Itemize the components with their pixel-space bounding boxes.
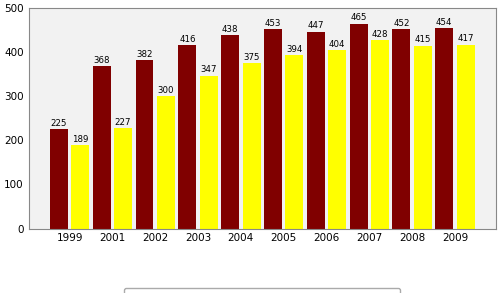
Bar [242, 63, 260, 229]
Bar [72, 145, 90, 229]
Text: 368: 368 [94, 56, 110, 65]
Bar [350, 24, 368, 229]
Text: 417: 417 [458, 34, 474, 43]
Legend: Llicenga de Instalagão, Llicenga de Operagão: Llicenga de Instalagão, Llicenga de Oper… [124, 288, 400, 293]
Text: 447: 447 [308, 21, 324, 30]
Bar [114, 129, 132, 229]
Text: 394: 394 [286, 45, 302, 54]
Bar [414, 46, 432, 229]
Bar [264, 29, 282, 229]
Bar [456, 45, 474, 229]
Bar [392, 29, 410, 229]
Text: 347: 347 [200, 65, 217, 74]
Text: 300: 300 [158, 86, 174, 95]
Bar [221, 35, 239, 229]
Text: 382: 382 [136, 50, 153, 59]
Bar [435, 28, 453, 229]
Text: 454: 454 [436, 18, 452, 27]
Bar [50, 130, 68, 229]
Text: 416: 416 [179, 35, 196, 44]
Text: 452: 452 [393, 19, 409, 28]
Bar [328, 50, 346, 229]
Bar [178, 45, 196, 229]
Bar [200, 76, 218, 229]
Bar [92, 66, 110, 229]
Text: 404: 404 [329, 40, 345, 49]
Bar [286, 55, 304, 229]
Text: 453: 453 [264, 18, 281, 28]
Text: 189: 189 [72, 135, 88, 144]
Text: 375: 375 [244, 53, 260, 62]
Text: 225: 225 [50, 119, 67, 128]
Bar [371, 40, 389, 229]
Text: 428: 428 [372, 30, 388, 39]
Bar [307, 32, 325, 229]
Text: 438: 438 [222, 25, 238, 34]
Text: 415: 415 [414, 35, 431, 44]
Bar [136, 60, 154, 229]
Text: 465: 465 [350, 13, 367, 22]
Text: 227: 227 [115, 118, 132, 127]
Bar [157, 96, 175, 229]
